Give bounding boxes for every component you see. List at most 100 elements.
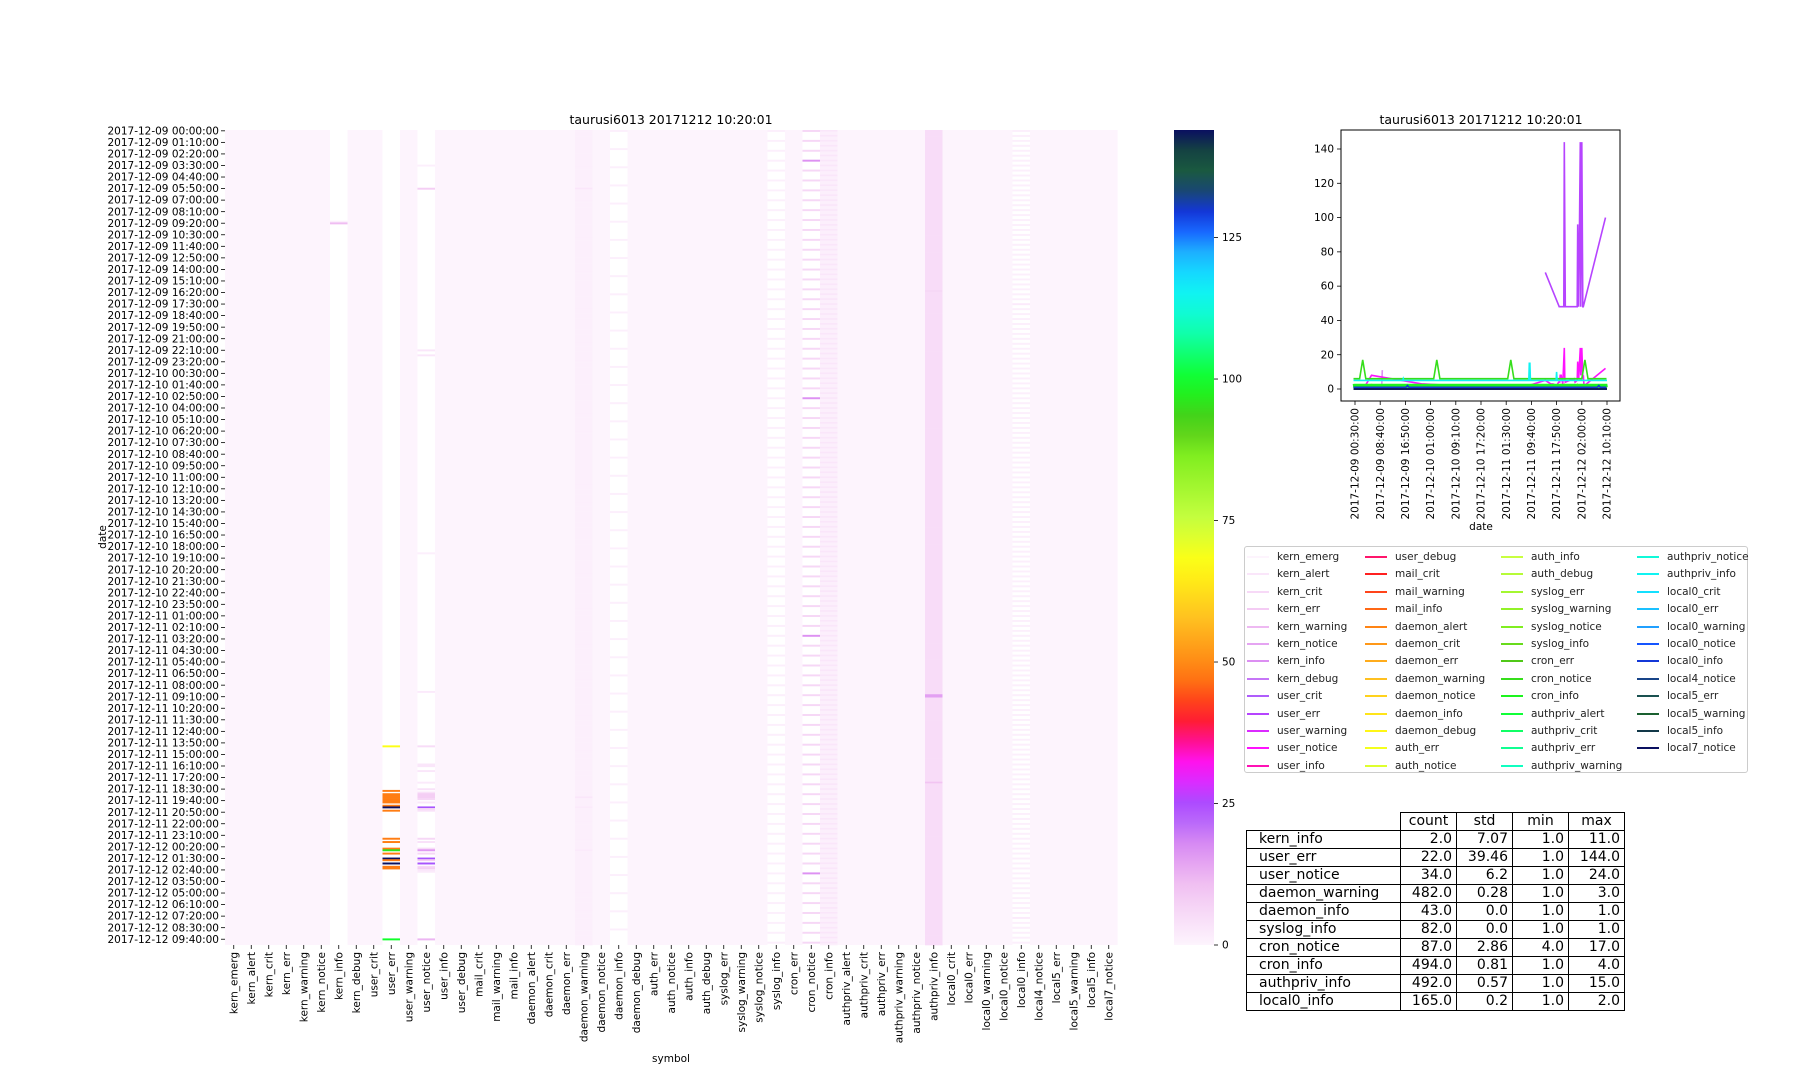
heatmap-cell <box>820 474 838 477</box>
heatmap-cell <box>575 879 593 881</box>
heatmap-cell <box>802 347 821 350</box>
colorbar-tick-label: 0 <box>1222 940 1229 952</box>
heatmap-cell <box>575 867 593 870</box>
heatmap-cell <box>575 590 593 593</box>
heatmap-y-tick-label: 2017-12-11 20:50:00 <box>107 807 219 819</box>
heatmap-cell <box>820 309 838 312</box>
heatmap-cell <box>575 260 593 263</box>
heatmap-cell <box>575 781 593 784</box>
heatmap-cell <box>382 789 401 792</box>
heatmap-cell <box>925 191 943 193</box>
heatmap-cell <box>575 727 593 730</box>
heatmap-cell <box>382 809 401 812</box>
heatmap-cell <box>820 623 838 626</box>
heatmap-cell <box>925 182 943 185</box>
heatmap-cell <box>802 704 821 707</box>
heatmap-cell <box>575 344 593 347</box>
legend-label: syslog_err <box>1531 585 1585 598</box>
heatmap-cell <box>820 130 838 132</box>
heatmap-cell <box>820 153 838 156</box>
heatmap-cell <box>382 793 401 796</box>
heatmap-cell <box>802 545 821 548</box>
stats-cell: 11.0 <box>1568 830 1625 849</box>
heatmap-cell <box>820 565 838 568</box>
heatmap-cell <box>925 778 943 781</box>
heatmap-cell <box>820 656 838 659</box>
heatmap-cell <box>925 354 943 357</box>
heatmap-cell <box>820 200 838 203</box>
heatmap-cell <box>417 837 436 840</box>
heatmap-cell <box>575 171 593 174</box>
heatmap-cell <box>925 136 943 139</box>
heatmap-cell <box>767 605 786 608</box>
heatmap-cell <box>767 337 786 340</box>
legend-label: kern_err <box>1277 603 1321 616</box>
heatmap-cell <box>417 763 436 766</box>
heatmap-y-tick-label: 2017-12-12 00:20:00 <box>107 841 219 853</box>
heatmap-cell <box>925 455 943 457</box>
heatmap-cell <box>575 689 593 692</box>
heatmap-y-tick-label: 2017-12-11 12:40:00 <box>107 726 219 738</box>
heatmap-cell <box>820 821 838 824</box>
heatmap-cell <box>820 390 838 393</box>
heatmap-cell <box>925 316 943 319</box>
heatmap-cell <box>1012 867 1031 870</box>
heatmap-cell <box>575 902 593 905</box>
heatmap-cell <box>1012 699 1031 702</box>
heatmap-cell <box>575 623 593 626</box>
heatmap-cell <box>820 791 838 794</box>
heatmap-column-daemon_crit <box>540 130 558 945</box>
heatmap-cell <box>925 603 943 606</box>
legend-label: local5_err <box>1667 690 1719 703</box>
heatmap-cell <box>820 740 838 743</box>
heatmap-cell <box>1012 714 1031 716</box>
heatmap-cell <box>820 916 838 919</box>
heatmap-cell <box>1012 511 1031 514</box>
heatmap-cell <box>925 481 943 484</box>
heatmap-cell <box>802 555 821 558</box>
heatmap-cell <box>820 215 838 218</box>
heatmap-cell <box>1012 669 1031 672</box>
heatmap-cell <box>925 148 943 151</box>
heatmap-cell <box>820 817 838 820</box>
heatmap-cell <box>820 151 838 154</box>
heatmap-cell <box>820 280 838 283</box>
heatmap-cell <box>767 813 786 815</box>
heatmap-cell <box>925 339 943 342</box>
heatmap-cell <box>925 492 943 495</box>
heatmap-cell <box>610 747 628 749</box>
heatmap-cell <box>575 669 593 672</box>
heatmap-cell <box>925 682 943 685</box>
heatmap-cell <box>820 148 838 151</box>
heatmap-cell <box>575 910 593 913</box>
heatmap-cell <box>575 872 593 875</box>
colorbar-gradient <box>1174 130 1214 945</box>
heatmap-column-local0_notice <box>995 130 1013 945</box>
heatmap-cell <box>575 425 593 428</box>
heatmap-cell <box>820 598 838 601</box>
heatmap-cell <box>820 436 838 439</box>
heatmap-cell <box>925 667 943 670</box>
heatmap-cell <box>820 337 838 340</box>
heatmap-cell <box>610 311 628 314</box>
heatmap-column-authpriv_crit <box>855 130 873 945</box>
heatmap-cell <box>820 189 838 192</box>
heatmap-x-tick-label: auth_info <box>683 952 695 1001</box>
heatmap-y-tick-label: 2017-12-10 02:50:00 <box>107 391 219 403</box>
heatmap-cell <box>330 222 348 225</box>
heatmap-cell <box>575 931 593 934</box>
heatmap-cell <box>575 547 593 550</box>
heatmap-y-tick-label: 2017-12-11 10:20:00 <box>107 703 219 715</box>
heatmap-cell <box>802 595 821 598</box>
heatmap-cell <box>575 339 593 342</box>
heatmap-cell <box>610 855 628 858</box>
heatmap-cell <box>925 770 943 773</box>
heatmap-cell <box>1012 649 1031 652</box>
heatmap-cell <box>820 456 838 459</box>
stats-row-label: cron_notice <box>1246 938 1401 957</box>
heatmap-column-kern_warning <box>295 130 313 945</box>
heatmap-cell <box>925 186 943 189</box>
heatmap-cell <box>820 756 838 759</box>
heatmap-y-tick-label: 2017-12-10 15:40:00 <box>107 518 219 530</box>
heatmap-cell <box>925 605 943 608</box>
